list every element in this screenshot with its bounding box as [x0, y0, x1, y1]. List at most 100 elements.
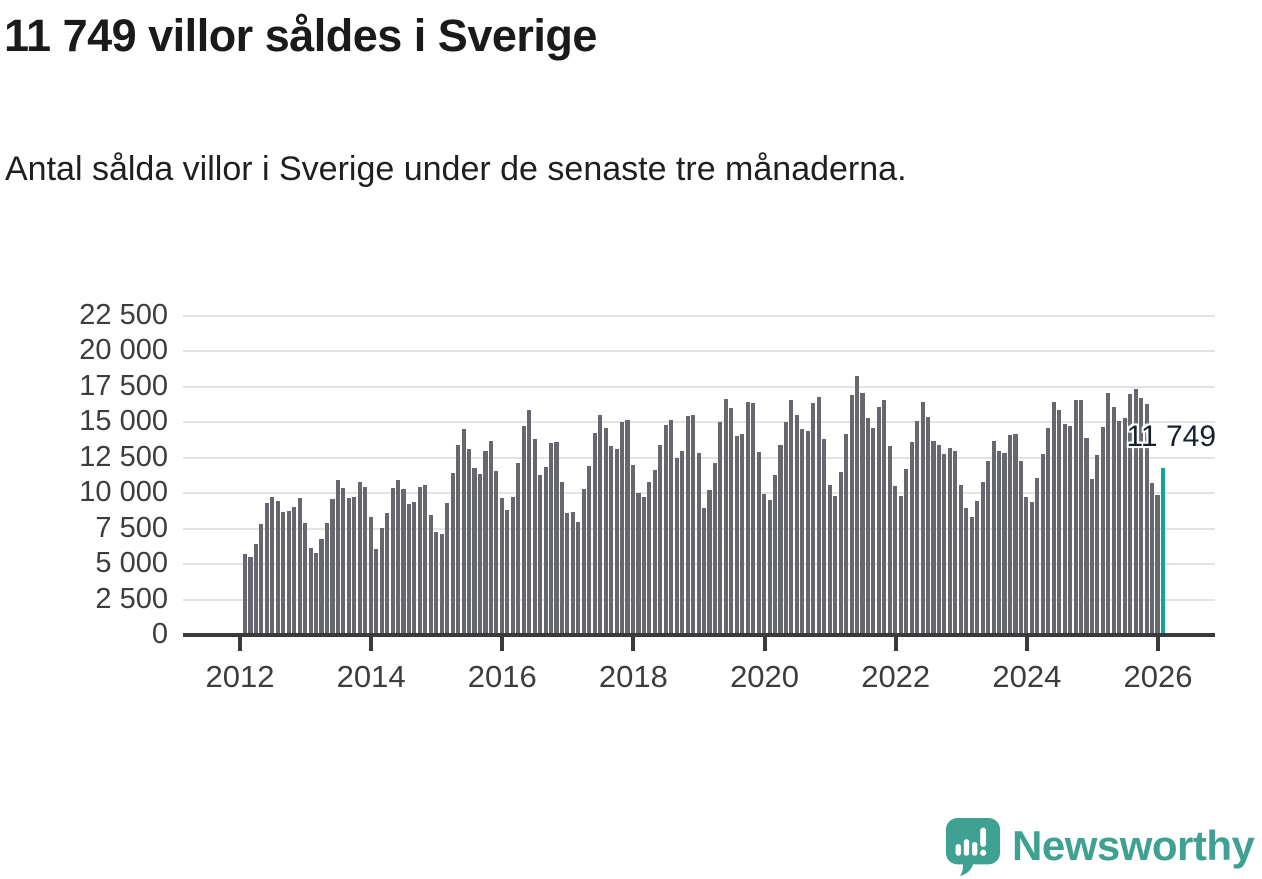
bar — [620, 422, 625, 635]
y-axis-tick-label: 15 000 — [79, 405, 168, 438]
bar — [264, 503, 269, 635]
bar — [548, 442, 554, 635]
x-axis-tick — [500, 637, 505, 651]
bar — [499, 498, 504, 635]
bar — [483, 451, 488, 635]
bar — [248, 557, 253, 635]
bar — [346, 498, 351, 635]
bar — [1144, 403, 1149, 635]
bar — [281, 512, 286, 635]
bar — [964, 508, 969, 635]
bar — [871, 428, 876, 635]
bar — [854, 375, 860, 635]
x-axis-tick-label: 2024 — [992, 659, 1062, 694]
bar — [920, 401, 925, 635]
bar — [374, 548, 379, 635]
y-axis-tick-label: 2 500 — [95, 582, 168, 615]
gridline — [183, 385, 1215, 388]
bar — [1106, 392, 1111, 635]
bar — [718, 421, 723, 635]
bar — [275, 501, 280, 635]
bar — [461, 428, 466, 635]
bar — [691, 414, 696, 635]
bar — [800, 429, 805, 635]
bar — [860, 393, 865, 635]
bar — [456, 445, 461, 635]
bar — [428, 514, 433, 635]
bar — [270, 497, 275, 635]
bar — [516, 463, 521, 635]
bar — [259, 523, 264, 635]
bar — [253, 543, 259, 635]
bar — [243, 554, 248, 635]
bar — [314, 553, 319, 635]
bar — [1062, 424, 1067, 635]
bar — [707, 489, 712, 635]
bar — [778, 445, 783, 635]
x-axis-tick-label: 2016 — [467, 659, 537, 694]
bar — [472, 468, 477, 635]
x-axis-tick-label: 2012 — [205, 659, 275, 694]
bar — [833, 496, 838, 635]
bar — [865, 418, 870, 635]
bar — [1057, 410, 1062, 635]
bar — [439, 534, 444, 635]
bar — [417, 486, 422, 635]
bar — [1007, 435, 1013, 635]
bar — [576, 521, 581, 635]
bar — [696, 452, 701, 635]
bar — [767, 499, 772, 635]
bar — [647, 481, 652, 635]
bar — [844, 433, 849, 635]
newsworthy-logo-text: Newsworthy — [1012, 822, 1255, 869]
bar — [849, 395, 854, 635]
bar — [641, 496, 646, 635]
bar — [1078, 399, 1084, 635]
bar — [674, 457, 679, 635]
bar — [762, 493, 767, 635]
bar — [1084, 438, 1089, 635]
bar — [734, 435, 739, 635]
gridline — [183, 315, 1215, 317]
bar — [909, 442, 914, 635]
bar — [494, 471, 499, 635]
bar — [827, 484, 832, 635]
bar — [794, 415, 799, 635]
bar — [1002, 452, 1007, 635]
y-axis-tick-label: 5 000 — [95, 547, 168, 580]
bar — [330, 498, 335, 635]
bar — [292, 507, 297, 635]
highlighted-bar-latest — [1160, 468, 1166, 635]
bar — [368, 516, 373, 635]
bar — [740, 433, 745, 635]
bar — [308, 547, 313, 635]
bar — [1024, 497, 1029, 635]
y-axis-tick-label: 7 500 — [95, 511, 168, 544]
bar — [341, 487, 346, 635]
bar — [1018, 461, 1023, 635]
bar — [685, 415, 690, 635]
bar — [915, 420, 920, 635]
bar — [1029, 502, 1034, 635]
bar — [947, 447, 952, 635]
bar — [783, 422, 789, 635]
bar — [1139, 397, 1144, 635]
x-axis-tick — [631, 637, 636, 651]
bar — [816, 396, 821, 635]
bar — [1046, 428, 1051, 635]
bar — [505, 509, 510, 635]
bar — [630, 464, 636, 635]
bar — [904, 469, 909, 635]
bar — [488, 440, 493, 635]
bar — [570, 511, 575, 635]
bar — [1013, 433, 1018, 635]
bar — [510, 497, 515, 635]
y-axis-tick-label: 22 500 — [79, 299, 168, 331]
bar — [723, 398, 728, 635]
bar — [805, 430, 810, 635]
x-axis-tick — [238, 637, 242, 651]
bar — [926, 416, 931, 635]
bar — [729, 408, 734, 635]
bar — [756, 452, 761, 635]
bar — [652, 469, 657, 635]
